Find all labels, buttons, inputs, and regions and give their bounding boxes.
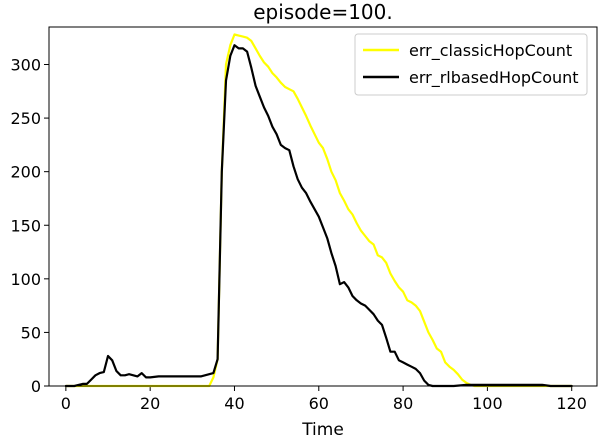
legend-box — [354, 33, 588, 96]
y-tick-label: 100 — [10, 270, 41, 289]
x-tick-label: 40 — [224, 394, 244, 413]
y-tick-label: 150 — [10, 216, 41, 235]
legend-label: err_rlbasedHopCount — [409, 68, 579, 88]
chart-title: episode=100. — [253, 0, 393, 24]
y-tick-label: 250 — [10, 109, 41, 128]
x-tick-label: 80 — [393, 394, 413, 413]
y-tick-label: 300 — [10, 56, 41, 75]
legend-items: err_classicHopCount err_rlbasedHopCount — [363, 41, 579, 88]
x-tick-label: 20 — [140, 394, 160, 413]
y-axis: 0 50 100 150 200 250 300 — [10, 56, 49, 396]
x-tick-label: 60 — [309, 394, 329, 413]
legend: err_classicHopCount err_rlbasedHopCount — [354, 33, 588, 96]
series-line-1 — [64, 44, 573, 388]
x-tick-label: 100 — [472, 394, 503, 413]
y-tick-label: 0 — [31, 377, 41, 396]
legend-label: err_classicHopCount — [409, 41, 572, 61]
x-axis-label: Time — [301, 420, 344, 438]
plot-frame — [48, 26, 598, 387]
x-tick-label: 0 — [61, 394, 71, 413]
x-axis: 0 20 40 60 80 100 120 — [61, 386, 587, 413]
y-tick-label: 200 — [10, 163, 41, 182]
x-tick-label: 120 — [556, 394, 587, 413]
y-tick-label: 50 — [21, 323, 41, 342]
